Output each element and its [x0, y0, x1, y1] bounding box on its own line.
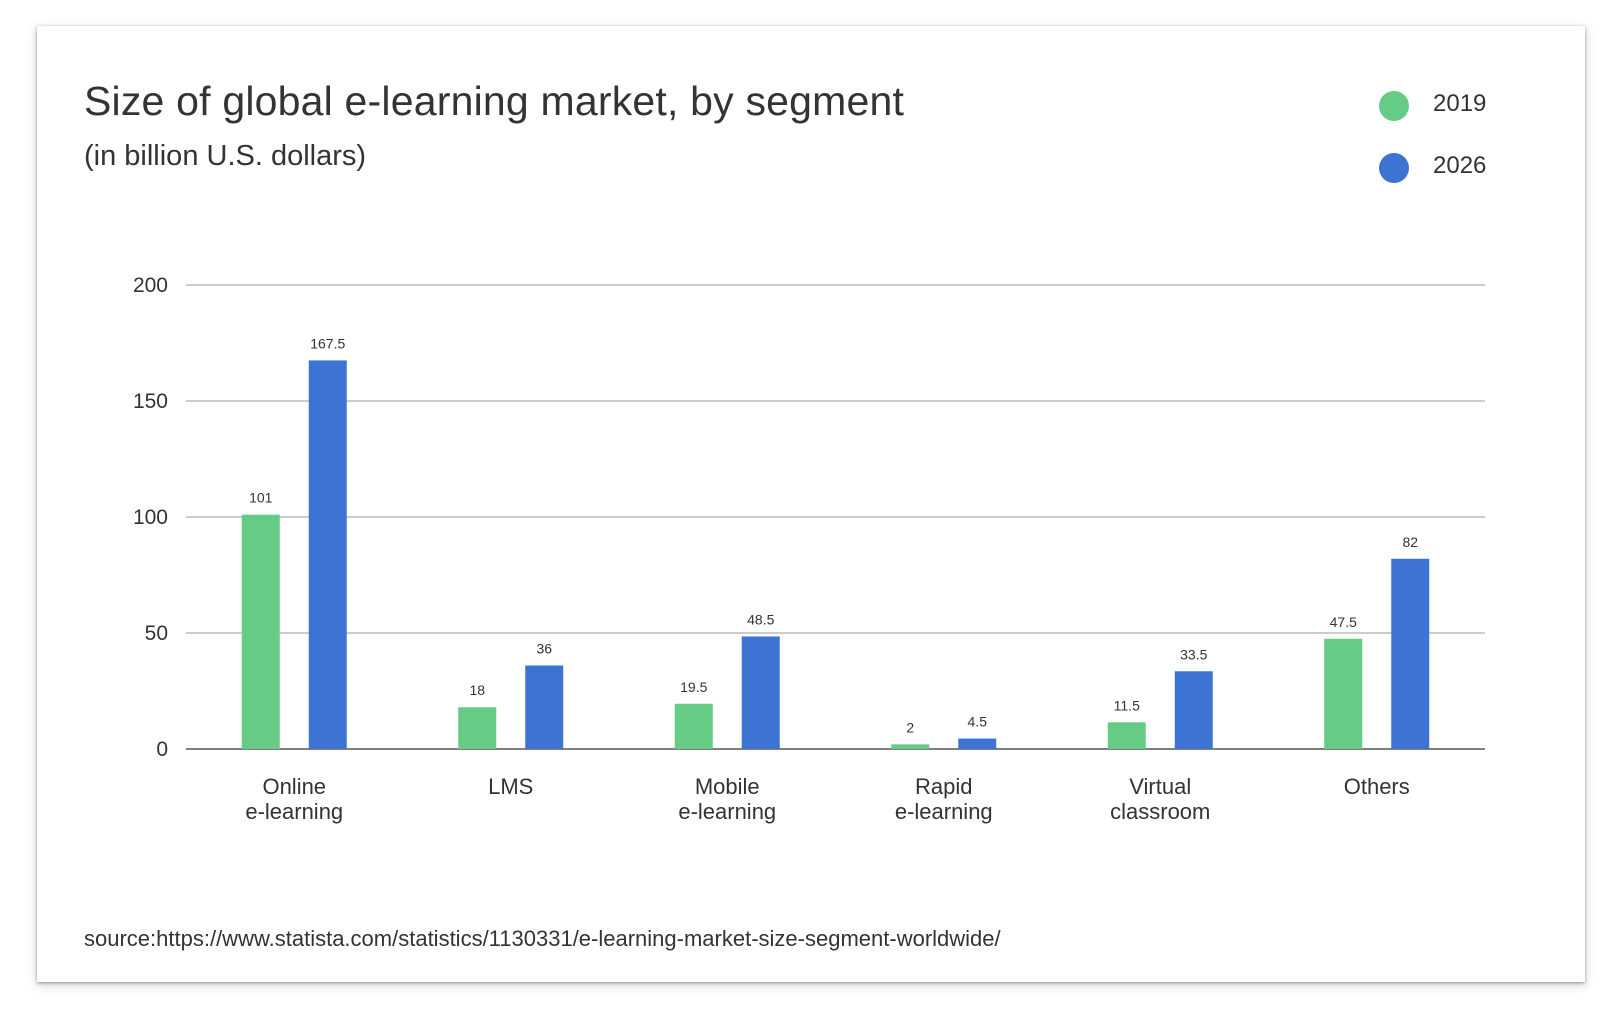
category-label-line: Mobile: [695, 774, 760, 799]
category-label: Virtual classroom: [1110, 774, 1210, 824]
source-note: source:https://www.statista.com/statisti…: [84, 926, 1001, 951]
category-label: Rapid e-learning: [895, 774, 993, 824]
category-label-line: Virtual: [1129, 774, 1191, 799]
bar-2019: [891, 744, 930, 749]
legend-swatch-2019: [1379, 91, 1409, 121]
data-label-2019: 47.5: [1330, 614, 1357, 630]
bar-2019: [458, 707, 497, 749]
category-label-line: e-learning: [895, 799, 993, 824]
bar-2019: [1107, 722, 1146, 749]
bar-2019: [1324, 638, 1363, 749]
data-label-2019: 18: [469, 682, 485, 698]
category-label-line: e-learning: [245, 799, 343, 824]
data-label-2019: 19.5: [680, 679, 707, 695]
category-label-line: classroom: [1110, 799, 1210, 824]
data-label-2026: 4.5: [968, 714, 988, 730]
category-label: Others: [1344, 774, 1410, 799]
category-label-line: LMS: [488, 774, 533, 799]
data-label-2019: 101: [249, 490, 273, 506]
legend-label-2019: 2019: [1433, 90, 1487, 117]
bar-2026: [958, 738, 997, 749]
data-label-2026: 48.5: [747, 611, 774, 627]
bar-2026: [1391, 558, 1430, 749]
category-label-line: Online: [262, 774, 326, 799]
y-tick-label: 100: [133, 506, 168, 529]
y-tick-label: 0: [156, 738, 168, 761]
y-tick-label: 50: [145, 622, 168, 645]
chart-title: Size of global e-learning market, by seg…: [84, 78, 905, 124]
y-tick-label: 150: [133, 390, 168, 413]
category-label: Mobile e-learning: [678, 774, 776, 824]
chart-card: Size of global e-learning market, by seg…: [37, 26, 1585, 982]
legend-swatch-2026: [1379, 153, 1409, 183]
category-label-line: Others: [1344, 774, 1410, 799]
category-label-line: Rapid: [915, 774, 972, 799]
data-label-2019: 2: [906, 719, 914, 735]
bar-2019: [674, 703, 713, 749]
bar-2026: [308, 360, 347, 749]
chart-subtitle: (in billion U.S. dollars): [84, 140, 367, 172]
category-label: LMS: [488, 774, 533, 799]
bar-2019: [241, 514, 280, 749]
category-label-line: e-learning: [678, 799, 776, 824]
bar-2026: [741, 636, 780, 749]
data-label-2026: 167.5: [310, 335, 345, 351]
bar-2026: [525, 665, 564, 749]
data-label-2026: 36: [536, 640, 552, 656]
category-label: Online e-learning: [245, 774, 343, 824]
data-label-2026: 82: [1402, 534, 1418, 550]
y-tick-label: 200: [133, 274, 168, 297]
bar-2026: [1174, 671, 1213, 749]
data-label-2019: 11.5: [1114, 697, 1140, 713]
legend-label-2026: 2026: [1433, 152, 1487, 179]
data-label-2026: 33.5: [1180, 646, 1207, 662]
